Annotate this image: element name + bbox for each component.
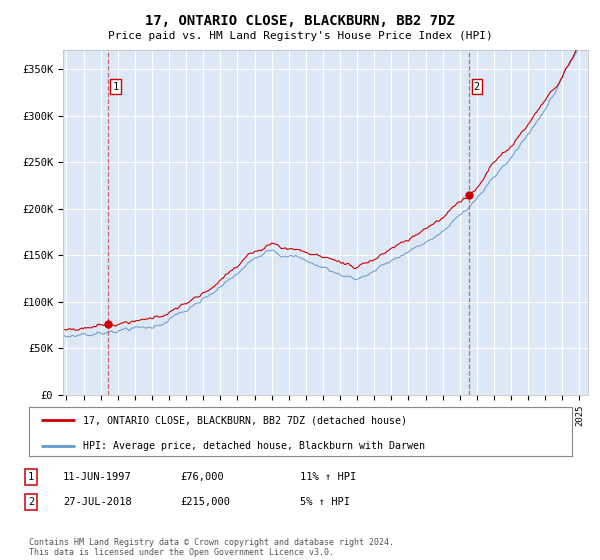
Text: 11% ↑ HPI: 11% ↑ HPI — [300, 472, 356, 482]
Text: 11-JUN-1997: 11-JUN-1997 — [63, 472, 132, 482]
Text: HPI: Average price, detached house, Blackburn with Darwen: HPI: Average price, detached house, Blac… — [83, 441, 425, 451]
Text: Contains HM Land Registry data © Crown copyright and database right 2024.
This d: Contains HM Land Registry data © Crown c… — [29, 538, 394, 557]
Text: £76,000: £76,000 — [180, 472, 224, 482]
Text: 17, ONTARIO CLOSE, BLACKBURN, BB2 7DZ: 17, ONTARIO CLOSE, BLACKBURN, BB2 7DZ — [145, 14, 455, 28]
Text: 1: 1 — [28, 472, 34, 482]
Text: 1: 1 — [112, 82, 119, 92]
Text: Price paid vs. HM Land Registry's House Price Index (HPI): Price paid vs. HM Land Registry's House … — [107, 31, 493, 41]
Text: 2: 2 — [473, 82, 480, 92]
Text: £215,000: £215,000 — [180, 497, 230, 507]
Text: 27-JUL-2018: 27-JUL-2018 — [63, 497, 132, 507]
Text: 5% ↑ HPI: 5% ↑ HPI — [300, 497, 350, 507]
Text: 2: 2 — [28, 497, 34, 507]
Text: 17, ONTARIO CLOSE, BLACKBURN, BB2 7DZ (detached house): 17, ONTARIO CLOSE, BLACKBURN, BB2 7DZ (d… — [83, 416, 407, 426]
